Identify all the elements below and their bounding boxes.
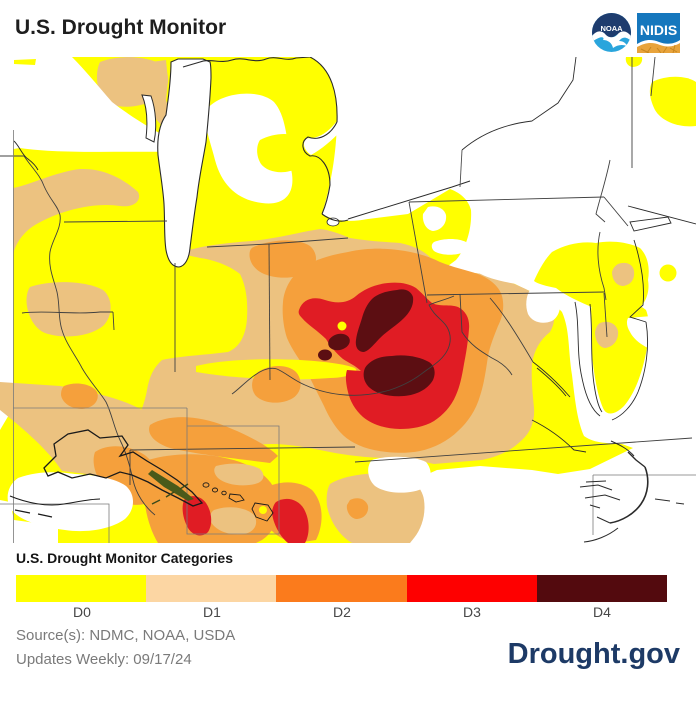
svg-text:NOAA: NOAA	[600, 24, 623, 33]
svg-text:NIDIS: NIDIS	[640, 22, 677, 38]
